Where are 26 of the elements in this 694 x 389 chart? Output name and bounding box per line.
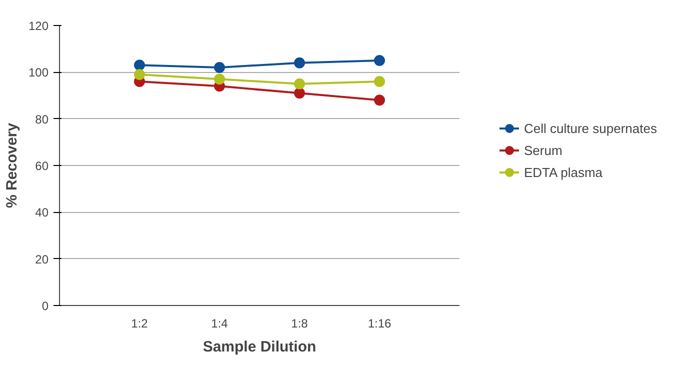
point <box>294 57 305 68</box>
point <box>374 55 385 66</box>
point <box>294 88 305 99</box>
legend-label: Serum <box>524 142 562 158</box>
x-tick-label: 1:8 <box>291 316 308 330</box>
point <box>374 94 385 106</box>
point <box>214 62 225 73</box>
x-tick-label: 1:16 <box>368 316 392 330</box>
point <box>374 76 385 87</box>
x-tick-label: 1:4 <box>211 316 228 330</box>
legend-label: Cell culture supernates <box>524 120 657 136</box>
x-tick-label: 1:2 <box>131 316 148 330</box>
point <box>134 60 145 71</box>
y-tick-label: 100 <box>28 66 49 80</box>
x-axis-title: Sample Dilution <box>202 338 316 356</box>
y-tick-label: 120 <box>28 19 49 33</box>
y-tick-label: 60 <box>35 159 49 173</box>
y-axis-title: % Recovery <box>3 122 20 208</box>
y-tick-label: 0 <box>42 299 49 313</box>
legend-label: EDTA plasma <box>524 164 603 180</box>
y-tick-label: 40 <box>35 206 49 220</box>
point <box>294 78 305 90</box>
point <box>134 69 145 80</box>
y-tick-label: 80 <box>35 112 49 126</box>
y-tick-label: 20 <box>35 252 49 266</box>
point <box>214 74 225 85</box>
